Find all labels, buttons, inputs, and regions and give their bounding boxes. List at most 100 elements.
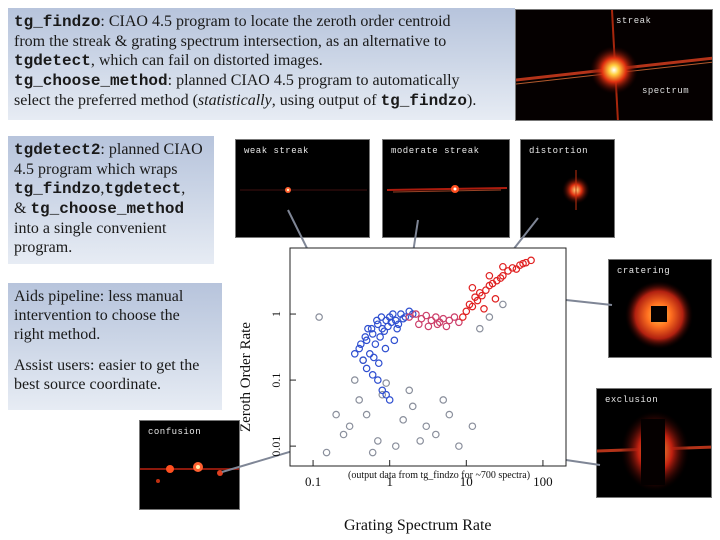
panel2-line6: program.	[14, 239, 73, 256]
data-point	[368, 371, 377, 379]
intro-panel: tg_findzo: CIAO 4.5 program to locate th…	[8, 8, 515, 120]
data-point	[522, 258, 530, 267]
data-point	[368, 330, 377, 338]
data-points	[315, 256, 535, 457]
data-point	[471, 293, 479, 301]
confusion-graphic	[140, 462, 239, 483]
data-point	[499, 271, 507, 280]
panel1-line5-c: ).	[467, 92, 477, 109]
data-point	[355, 396, 363, 404]
panel2-sep: ,	[100, 180, 105, 197]
data-point	[450, 313, 459, 321]
callout-line	[565, 459, 601, 466]
data-point	[315, 313, 323, 321]
data-point	[445, 316, 454, 325]
data-point	[367, 324, 376, 333]
data-point	[362, 336, 371, 345]
tg-choose-method-code: tg_choose_method	[14, 72, 168, 90]
data-point	[380, 327, 389, 335]
distortion-graphic	[562, 170, 590, 210]
cratering-image: cratering	[608, 259, 712, 358]
tgdetect-code: tgdetect	[14, 52, 91, 70]
data-point	[462, 307, 471, 316]
data-point	[399, 416, 407, 424]
tgdetect2-panel: tgdetect2: planned CIAO 4.5 program whic…	[8, 136, 214, 264]
data-point	[476, 288, 484, 297]
panel2-line2: 4.5 program which wraps	[14, 161, 178, 178]
data-point	[377, 313, 386, 321]
data-point	[382, 316, 390, 325]
data-point	[408, 310, 417, 318]
y-tick-label: 0.01	[269, 436, 283, 457]
data-point	[359, 356, 367, 364]
callout-line	[221, 424, 381, 473]
exclusion-image: exclusion	[596, 388, 712, 498]
panel1-line1-text: : CIAO 4.5 program to locate the zeroth …	[100, 13, 451, 30]
data-point	[439, 314, 448, 323]
data-point	[445, 410, 454, 419]
data-point	[488, 279, 497, 288]
data-point	[374, 359, 383, 368]
connector-lines	[221, 209, 613, 473]
data-point	[355, 344, 363, 353]
data-point	[422, 422, 431, 431]
data-point	[485, 313, 494, 321]
data-point	[478, 291, 486, 300]
data-point	[393, 324, 401, 333]
streak-label: streak	[616, 16, 652, 26]
data-point	[516, 261, 524, 269]
data-point	[389, 310, 397, 318]
data-point	[322, 448, 331, 457]
data-point	[378, 386, 387, 395]
data-point	[405, 307, 414, 316]
data-point	[373, 316, 381, 325]
data-point	[378, 324, 387, 333]
panel2-end: ,	[181, 180, 186, 197]
panel3-line2: intervention to choose the	[14, 307, 180, 324]
panel1-line5-italic: statistically	[197, 92, 272, 109]
data-point	[399, 314, 407, 323]
data-point	[365, 350, 374, 358]
panel3-line4: Assist users: easier to get the	[14, 357, 200, 374]
cratering-graphic	[625, 281, 693, 349]
data-point	[499, 262, 507, 271]
data-point	[394, 320, 403, 329]
data-point	[364, 324, 372, 333]
weak-streak-image: weak streak	[235, 139, 370, 238]
weak-streak-label: weak streak	[244, 146, 309, 156]
data-point	[362, 364, 371, 373]
data-point	[459, 313, 467, 321]
panel3-line1: Aids pipeline: less manual	[14, 288, 184, 305]
data-point	[391, 442, 400, 450]
data-point	[339, 430, 348, 439]
data-point	[432, 313, 440, 321]
data-point	[385, 313, 394, 321]
panel1-line5-a: select the preferred method (	[14, 92, 198, 109]
distortion-label: distortion	[529, 146, 589, 156]
panel2-tgdetect: tgdetect	[104, 180, 182, 198]
data-point	[405, 313, 414, 321]
panel2-tg-findzo: tg_findzo	[14, 180, 101, 198]
data-point	[384, 322, 392, 331]
x-tick-label: 0.1	[305, 474, 321, 489]
distortion-image: distortion	[520, 139, 615, 238]
data-point	[485, 281, 494, 290]
data-point	[357, 340, 365, 348]
data-point	[468, 422, 477, 431]
data-point	[374, 376, 382, 384]
callout-line	[519, 294, 613, 306]
x-tick-label: 100	[533, 474, 553, 489]
benefits-panel: Aids pipeline: less manual intervention …	[8, 283, 222, 410]
data-point	[391, 316, 400, 325]
weak-streak-graphic	[240, 187, 367, 193]
data-point	[381, 344, 390, 353]
data-point	[485, 271, 494, 280]
panel1-line5-b: , using output of	[271, 92, 381, 109]
data-point	[332, 410, 340, 419]
data-point	[412, 310, 420, 318]
data-point	[350, 376, 359, 384]
data-point	[468, 283, 477, 292]
data-point	[519, 259, 527, 268]
data-point	[405, 386, 414, 395]
data-point	[390, 336, 399, 345]
